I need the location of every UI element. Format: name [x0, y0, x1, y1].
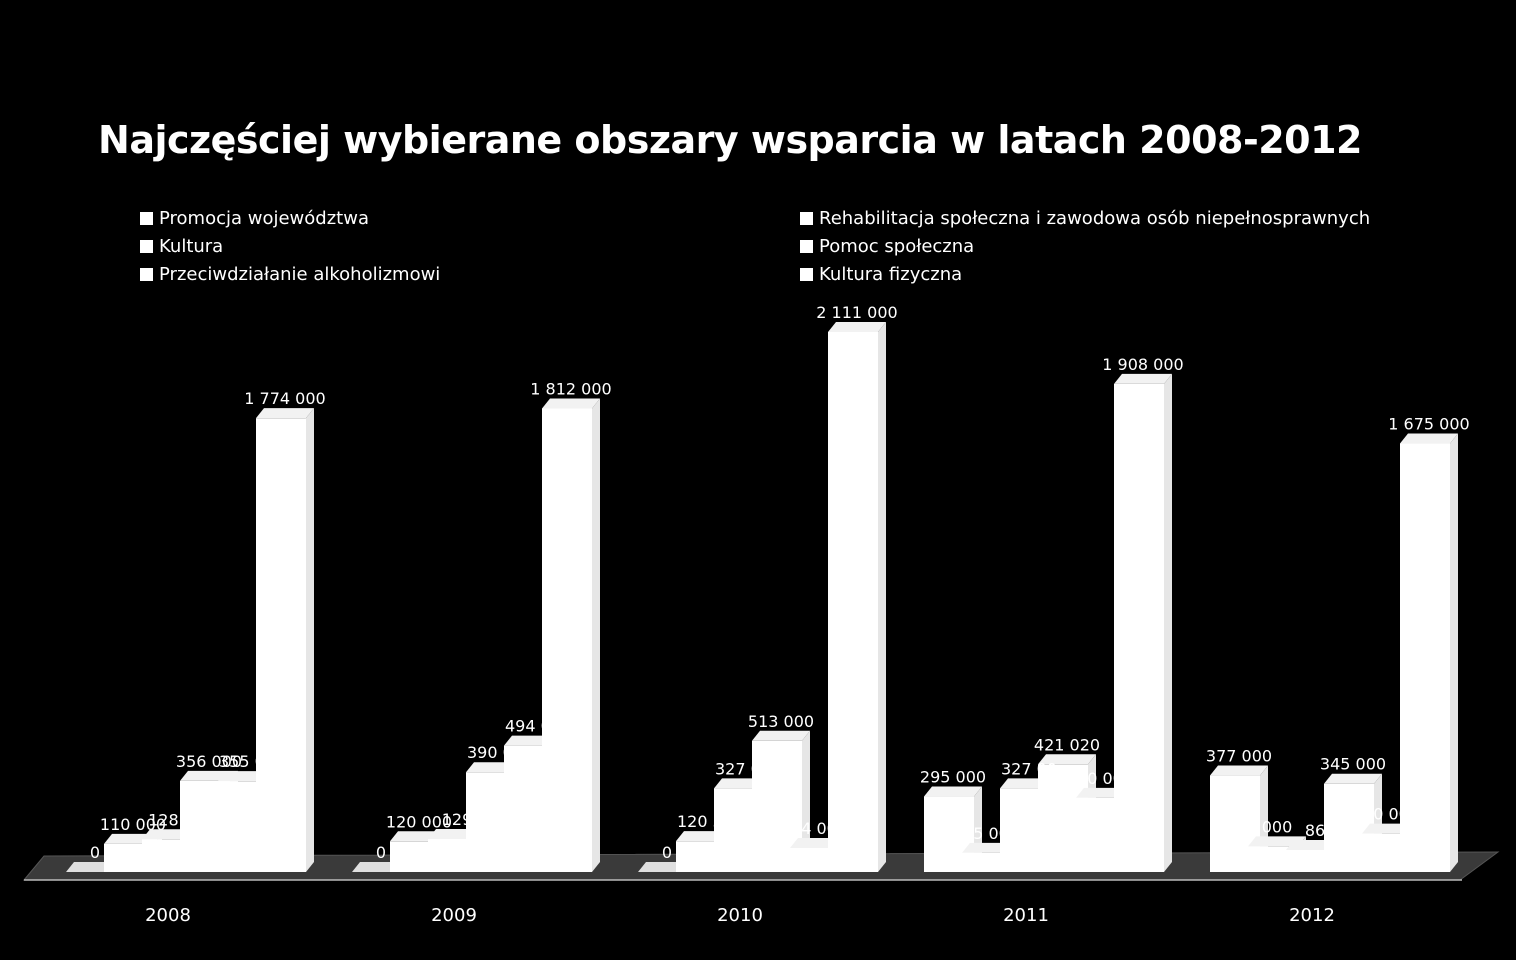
data-label: 110 000 — [100, 815, 166, 834]
data-label: 1 774 000 — [244, 389, 325, 408]
bar-top — [1210, 765, 1268, 776]
bar-top — [828, 321, 886, 332]
legend-item: Kultura — [140, 236, 223, 257]
legend-label: Kultura — [159, 236, 224, 257]
bar — [1286, 850, 1336, 872]
data-label: 494 00 — [505, 717, 561, 736]
bar-top — [1038, 754, 1096, 765]
data-label: 128 0 — [148, 810, 194, 829]
bar-top — [752, 730, 810, 741]
data-label: 327 00 — [715, 759, 771, 778]
legend-label: Kultura fizyczna — [819, 264, 963, 285]
bar-top — [256, 408, 314, 419]
bar-side — [592, 398, 600, 872]
data-label: 0 — [662, 843, 672, 862]
bar — [1114, 383, 1164, 872]
legend-label: Pomoc społeczna — [819, 236, 975, 257]
bar — [1400, 443, 1450, 872]
data-label: 0 00 — [1087, 769, 1123, 788]
bar-top — [1400, 433, 1458, 444]
legend-label: Promocja województwa — [159, 208, 369, 229]
legend-swatch — [800, 268, 813, 281]
bar-top — [924, 786, 982, 797]
chart-title: Najczęściej wybierane obszary wsparcia w… — [98, 118, 1362, 162]
x-tick-label: 2010 — [717, 905, 763, 926]
bar-side — [306, 408, 314, 872]
legend-swatch — [140, 240, 153, 253]
x-tick-label: 2011 — [1003, 905, 1049, 926]
legend-swatch — [800, 240, 813, 253]
data-label: 513 000 — [748, 712, 814, 731]
x-tick-label: 2009 — [431, 905, 477, 926]
bar — [256, 418, 306, 872]
data-label: 327 00 — [1001, 759, 1057, 778]
bar-side — [802, 730, 810, 872]
bar — [962, 852, 1012, 872]
data-label: 390 00 — [467, 743, 523, 762]
data-label: 356 000 — [176, 752, 242, 771]
bar-top — [542, 398, 600, 409]
data-label: 1 675 000 — [1388, 415, 1469, 434]
data-label: 355 00 — [219, 752, 275, 771]
data-label: 86 — [1305, 821, 1325, 840]
legend-swatch — [140, 212, 153, 225]
data-label: 5 00 — [973, 824, 1009, 843]
legend-swatch — [140, 268, 153, 281]
bar-top — [1114, 373, 1172, 384]
x-tick-label: 2012 — [1289, 905, 1335, 926]
x-tick-label: 2008 — [145, 905, 191, 926]
data-label: 1 908 000 — [1102, 355, 1183, 374]
data-label: 0 — [376, 843, 386, 862]
legend-item: Promocja województwa — [140, 208, 369, 229]
data-label: 377 000 — [1206, 747, 1272, 766]
data-label: 0 — [90, 843, 100, 862]
data-label: 2 111 000 — [816, 303, 897, 322]
data-label: 120 50 — [677, 812, 733, 831]
bar — [828, 331, 878, 872]
bar-side — [1164, 373, 1172, 872]
legend-item: Pomoc społeczna — [800, 236, 974, 257]
data-label: 000 — [1262, 817, 1293, 836]
data-label: 0 00 — [1373, 805, 1409, 824]
legend-swatch — [800, 212, 813, 225]
bar-top — [1324, 773, 1382, 784]
bar — [542, 408, 592, 872]
legend-item: Kultura fizyczna — [800, 264, 962, 285]
legend-item: Rehabilitacja społeczna i zawodowa osób … — [800, 208, 1370, 229]
legend-item: Przeciwdziałanie alkoholizmowi — [140, 264, 440, 285]
data-label: 1 812 000 — [530, 379, 611, 398]
data-label: 4 00 — [801, 819, 837, 838]
data-label: 295 000 — [920, 768, 986, 787]
data-label: 129 — [442, 810, 473, 829]
bar-side — [878, 321, 886, 872]
data-label: 421 020 — [1034, 735, 1100, 754]
data-label: 120 000 — [386, 812, 452, 831]
bar-side — [1450, 433, 1458, 872]
legend-label: Rehabilitacja społeczna i zawodowa osób … — [819, 208, 1371, 229]
data-label: 345 000 — [1320, 755, 1386, 774]
legend-label: Przeciwdziałanie alkoholizmowi — [159, 264, 441, 285]
